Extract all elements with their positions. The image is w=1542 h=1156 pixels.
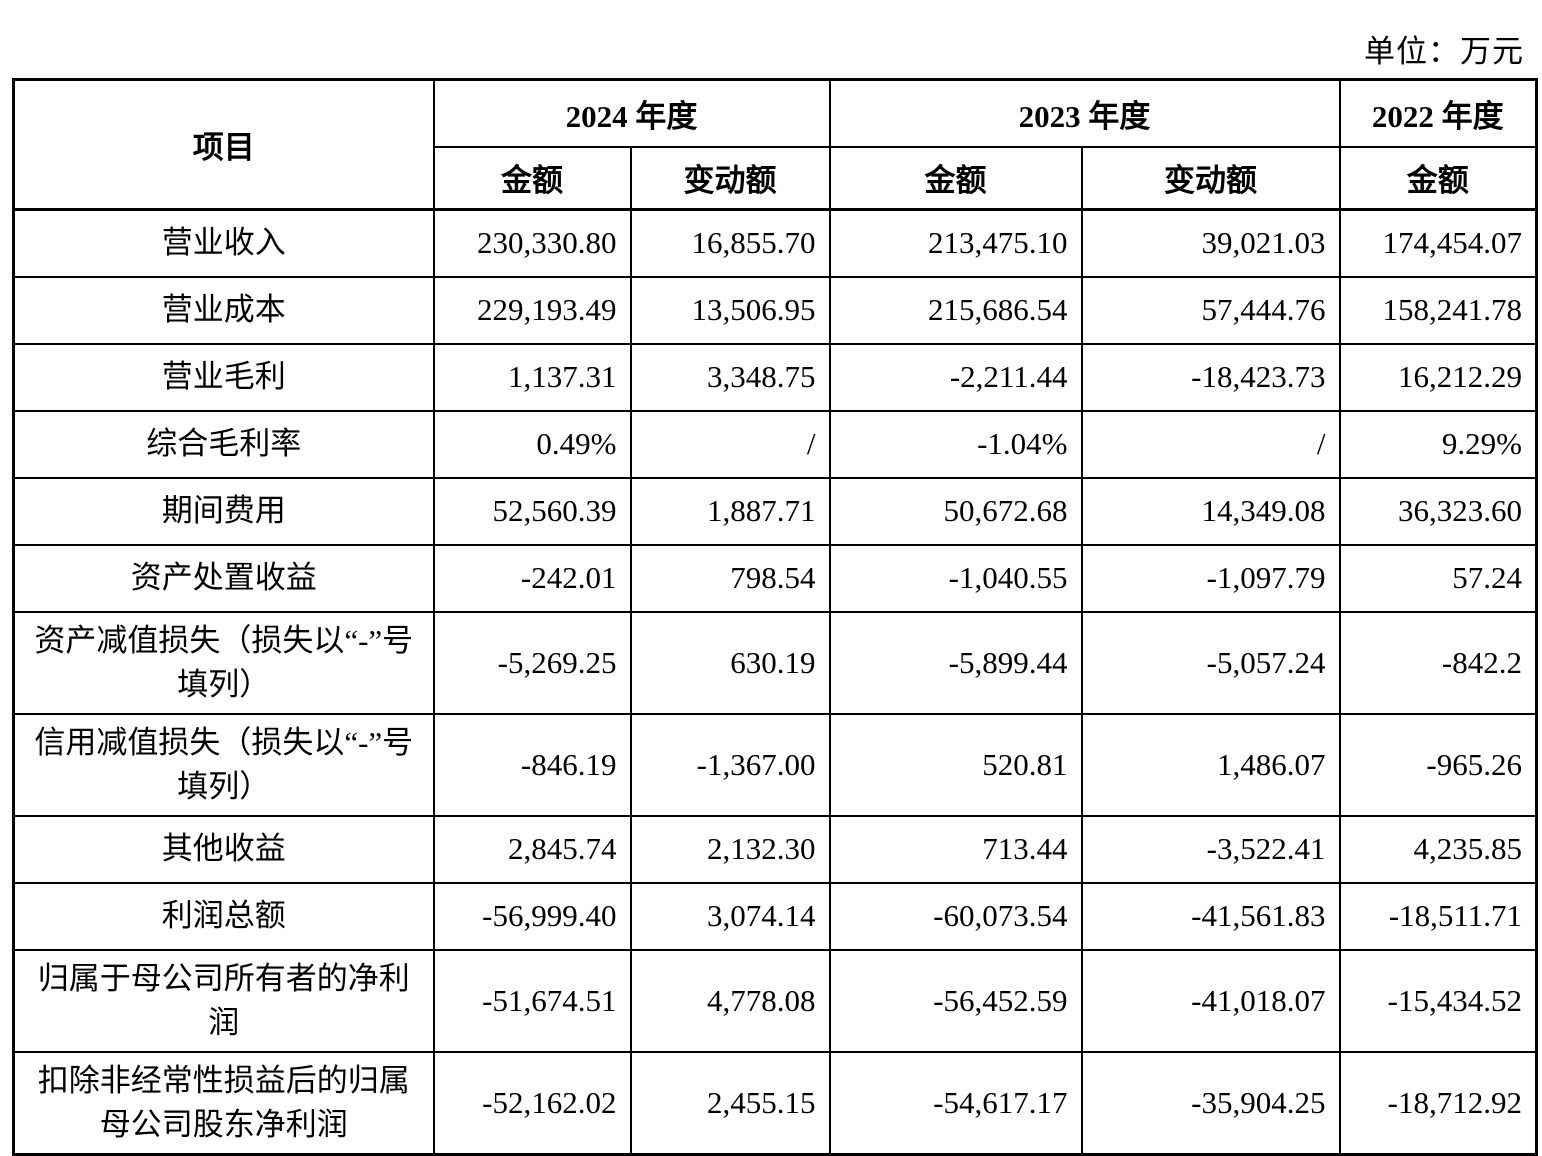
value-cell: -56,999.40 bbox=[432, 881, 632, 951]
value-cell: -1.04% bbox=[828, 409, 1083, 479]
table-row: 其他收益 2,845.74 2,132.30 713.44 -3,522.41 4,235… bbox=[12, 814, 1538, 884]
value-cell: -5,057.24 bbox=[1080, 610, 1341, 715]
value-cell: 215,686.54 bbox=[828, 275, 1083, 345]
value-cell: 3,074.14 bbox=[629, 881, 831, 951]
value-cell: -60,073.54 bbox=[828, 881, 1083, 951]
table-row: 资产处置收益 -242.01 798.54 -1,040.55 -1,097.79 57.… bbox=[12, 543, 1538, 613]
table-body: 营业收入 230,330.80 16,855.70 213,475.10 39,021.… bbox=[12, 208, 1538, 1155]
value-cell: 52,560.39 bbox=[432, 476, 632, 546]
value-cell: / bbox=[629, 409, 831, 479]
value-cell: 36,323.60 bbox=[1338, 476, 1538, 546]
row-label: 资产减值损失（损失以“-”号填列） bbox=[12, 610, 435, 715]
row-label: 营业成本 bbox=[12, 275, 435, 345]
table-row: 扣除非经常性损益后的归属母公司股东净利润 -52,162.02 2,455.15 -5… bbox=[12, 1050, 1538, 1155]
row-label: 扣除非经常性损益后的归属母公司股东净利润 bbox=[12, 1050, 435, 1155]
row-label: 营业毛利 bbox=[12, 342, 435, 412]
value-cell: 230,330.80 bbox=[432, 208, 632, 278]
row-label: 归属于母公司所有者的净利润 bbox=[12, 948, 435, 1053]
value-cell: 2,132.30 bbox=[629, 814, 831, 884]
unit-label: 单位：万元 bbox=[1364, 34, 1524, 69]
value-cell: -18,511.71 bbox=[1338, 881, 1538, 951]
value-cell: 57,444.76 bbox=[1080, 275, 1341, 345]
value-cell: 520.81 bbox=[828, 712, 1083, 817]
table-row: 归属于母公司所有者的净利润 -51,674.51 4,778.08 -56,452.5… bbox=[12, 948, 1538, 1053]
table-row: 营业收入 230,330.80 16,855.70 213,475.10 39,021.… bbox=[12, 208, 1538, 278]
value-cell: 4,235.85 bbox=[1338, 814, 1538, 884]
table-row: 信用减值损失（损失以“-”号填列） -846.19 -1,367.00 520.81 1… bbox=[12, 712, 1538, 817]
value-cell: 14,349.08 bbox=[1080, 476, 1341, 546]
header-2024-amount: 金额 bbox=[432, 145, 632, 211]
value-cell: 213,475.10 bbox=[828, 208, 1083, 278]
value-cell: 50,672.68 bbox=[828, 476, 1083, 546]
value-cell: -5,269.25 bbox=[432, 610, 632, 715]
table-row: 综合毛利率 0.49% / -1.04%/9.29% bbox=[12, 409, 1538, 479]
header-2024-change: 变动额 bbox=[629, 145, 831, 211]
table-row: 营业毛利 1,137.31 3,348.75 -2,211.44 -18,423.73 1… bbox=[12, 342, 1538, 412]
value-cell: 1,887.71 bbox=[629, 476, 831, 546]
header-year-2022: 2022 年度 bbox=[1338, 78, 1538, 148]
value-cell: 229,193.49 bbox=[432, 275, 632, 345]
value-cell: -35,904.25 bbox=[1080, 1050, 1341, 1155]
value-cell: -1,367.00 bbox=[629, 712, 831, 817]
table-header: 项目 2024 年度 2023 年度 2022 年度 金额 变动额 金额 变动额… bbox=[12, 78, 1538, 211]
value-cell: -5,899.44 bbox=[828, 610, 1083, 715]
value-cell: 1,137.31 bbox=[432, 342, 632, 412]
value-cell: / bbox=[1080, 409, 1341, 479]
value-cell: 39,021.03 bbox=[1080, 208, 1341, 278]
value-cell: -41,018.07 bbox=[1080, 948, 1341, 1053]
value-cell: 713.44 bbox=[828, 814, 1083, 884]
row-label: 期间费用 bbox=[12, 476, 435, 546]
value-cell: -18,712.92 bbox=[1338, 1050, 1538, 1155]
header-item: 项目 bbox=[12, 78, 435, 211]
value-cell: 13,506.95 bbox=[629, 275, 831, 345]
header-2022-amount: 金额 bbox=[1338, 145, 1538, 211]
value-cell: 798.54 bbox=[629, 543, 831, 613]
value-cell: 57.24 bbox=[1338, 543, 1538, 613]
value-cell: -842.2 bbox=[1338, 610, 1538, 715]
value-cell: 1,486.07 bbox=[1080, 712, 1341, 817]
value-cell: -18,423.73 bbox=[1080, 342, 1341, 412]
header-year-2024: 2024 年度 bbox=[432, 78, 831, 148]
value-cell: -2,211.44 bbox=[828, 342, 1083, 412]
value-cell: 630.19 bbox=[629, 610, 831, 715]
row-label: 资产处置收益 bbox=[12, 543, 435, 613]
table-row: 资产减值损失（损失以“-”号填列） -5,269.25 630.19 -5,899.4… bbox=[12, 610, 1538, 715]
value-cell: 16,855.70 bbox=[629, 208, 831, 278]
value-cell: 158,241.78 bbox=[1338, 275, 1538, 345]
row-label: 信用减值损失（损失以“-”号填列） bbox=[12, 712, 435, 817]
value-cell: -242.01 bbox=[432, 543, 632, 613]
header-2023-change: 变动额 bbox=[1080, 145, 1341, 211]
value-cell: -15,434.52 bbox=[1338, 948, 1538, 1053]
value-cell: -965.26 bbox=[1338, 712, 1538, 817]
row-label: 综合毛利率 bbox=[12, 409, 435, 479]
header-year-2023: 2023 年度 bbox=[828, 78, 1341, 148]
value-cell: -3,522.41 bbox=[1080, 814, 1341, 884]
value-cell: -54,617.17 bbox=[828, 1050, 1083, 1155]
value-cell: -846.19 bbox=[432, 712, 632, 817]
table-row: 利润总额 -56,999.40 3,074.14 -60,073.54 -41,561.… bbox=[12, 881, 1538, 951]
value-cell: -51,674.51 bbox=[432, 948, 632, 1053]
value-cell: -1,040.55 bbox=[828, 543, 1083, 613]
row-label: 营业收入 bbox=[12, 208, 435, 278]
row-label: 利润总额 bbox=[12, 881, 435, 951]
row-label: 其他收益 bbox=[12, 814, 435, 884]
value-cell: -1,097.79 bbox=[1080, 543, 1341, 613]
value-cell: 174,454.07 bbox=[1338, 208, 1538, 278]
value-cell: -56,452.59 bbox=[828, 948, 1083, 1053]
header-2023-amount: 金额 bbox=[828, 145, 1083, 211]
value-cell: 2,455.15 bbox=[629, 1050, 831, 1155]
value-cell: -41,561.83 bbox=[1080, 881, 1341, 951]
value-cell: 16,212.29 bbox=[1338, 342, 1538, 412]
value-cell: -52,162.02 bbox=[432, 1050, 632, 1155]
value-cell: 3,348.75 bbox=[629, 342, 831, 412]
table-row: 期间费用 52,560.39 1,887.71 50,672.68 14,349.08 3… bbox=[12, 476, 1538, 546]
value-cell: 2,845.74 bbox=[432, 814, 632, 884]
value-cell: 4,778.08 bbox=[629, 948, 831, 1053]
financial-comparison-table: 项目 2024 年度 2023 年度 2022 年度 金额 变动额 金额 变动额… bbox=[12, 78, 1538, 1156]
table-row: 营业成本 229,193.49 13,506.95 215,686.54 57,444.… bbox=[12, 275, 1538, 345]
value-cell: 0.49% bbox=[432, 409, 632, 479]
value-cell: 9.29% bbox=[1338, 409, 1538, 479]
